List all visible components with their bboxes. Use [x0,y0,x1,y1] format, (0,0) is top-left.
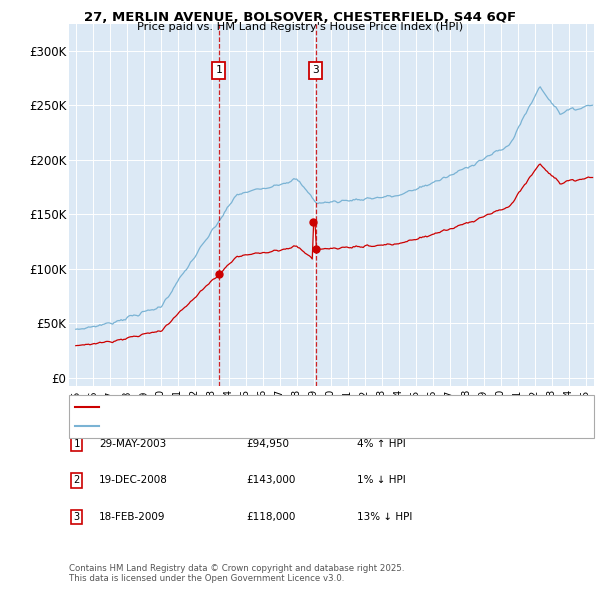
Text: 29-MAY-2003: 29-MAY-2003 [99,439,166,448]
Text: HPI: Average price, detached house, Bolsover: HPI: Average price, detached house, Bols… [102,421,325,431]
Text: 27, MERLIN AVENUE, BOLSOVER, CHESTERFIELD, S44 6QF: 27, MERLIN AVENUE, BOLSOVER, CHESTERFIEL… [84,11,516,24]
Text: 18-FEB-2009: 18-FEB-2009 [99,512,166,522]
Text: 3: 3 [313,65,319,76]
Text: 1: 1 [215,65,222,76]
Text: £94,950: £94,950 [246,439,289,448]
Text: £143,000: £143,000 [246,476,295,485]
Text: 1: 1 [74,439,80,448]
Text: 1% ↓ HPI: 1% ↓ HPI [357,476,406,485]
Text: 27, MERLIN AVENUE, BOLSOVER, CHESTERFIELD, S44 6QF (detached house): 27, MERLIN AVENUE, BOLSOVER, CHESTERFIEL… [102,402,475,412]
Text: 19-DEC-2008: 19-DEC-2008 [99,476,168,485]
Text: This data is licensed under the Open Government Licence v3.0.: This data is licensed under the Open Gov… [69,574,344,583]
Text: 3: 3 [74,512,80,522]
Text: 4% ↑ HPI: 4% ↑ HPI [357,439,406,448]
Text: Price paid vs. HM Land Registry's House Price Index (HPI): Price paid vs. HM Land Registry's House … [137,22,463,32]
Text: £118,000: £118,000 [246,512,295,522]
Text: 13% ↓ HPI: 13% ↓ HPI [357,512,412,522]
Text: 2: 2 [74,476,80,485]
Text: Contains HM Land Registry data © Crown copyright and database right 2025.: Contains HM Land Registry data © Crown c… [69,565,404,573]
